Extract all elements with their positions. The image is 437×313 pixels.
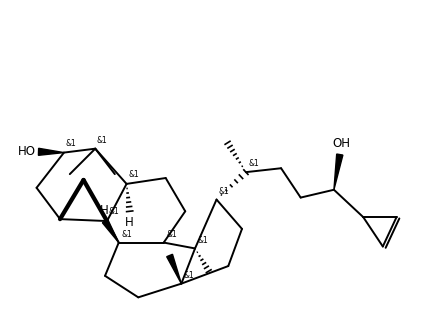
Polygon shape: [334, 154, 343, 190]
Text: &1: &1: [184, 271, 194, 280]
Text: HO: HO: [18, 145, 36, 158]
Text: &1: &1: [166, 230, 177, 239]
Polygon shape: [38, 148, 64, 155]
Polygon shape: [102, 219, 119, 243]
Text: &1: &1: [121, 230, 132, 239]
Text: &1: &1: [97, 136, 108, 145]
Text: OH: OH: [333, 137, 351, 150]
Text: &1: &1: [66, 138, 76, 147]
Polygon shape: [166, 254, 181, 284]
Text: &1: &1: [198, 235, 208, 244]
Text: &1: &1: [129, 170, 140, 179]
Text: H: H: [100, 204, 108, 217]
Text: &1: &1: [248, 159, 259, 168]
Text: &1: &1: [108, 207, 119, 216]
Text: H: H: [125, 216, 134, 229]
Text: &1: &1: [219, 187, 229, 196]
